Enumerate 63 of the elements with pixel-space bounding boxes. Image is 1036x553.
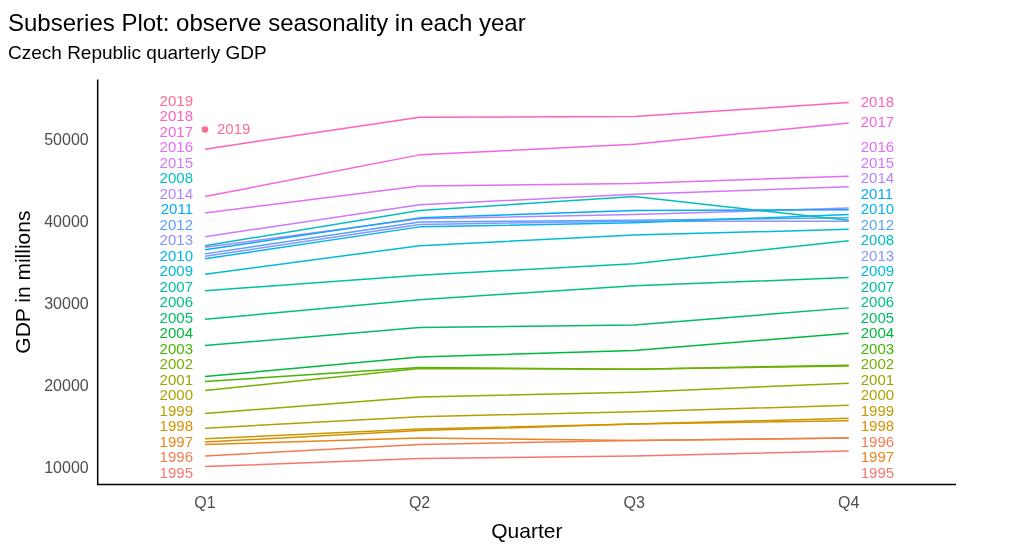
- series-label: 2004: [860, 324, 895, 342]
- series-label: 2011: [860, 184, 893, 202]
- text: 2019: [159, 91, 193, 109]
- text: 2008: [159, 169, 193, 187]
- text: 1998: [159, 417, 193, 435]
- series-label: 2017: [860, 113, 895, 131]
- text: 2017: [159, 122, 193, 140]
- text: 1995: [860, 463, 895, 481]
- text: 2014: [159, 184, 193, 202]
- x-tick-label: Q2: [408, 493, 431, 511]
- text: 2015: [159, 153, 193, 171]
- series-label: 2018: [860, 92, 895, 110]
- x-axis-title: Quarter: [491, 519, 563, 543]
- series-label: 2010: [860, 200, 895, 218]
- series-label: 2001: [860, 370, 895, 388]
- series-label: 2012: [860, 215, 895, 233]
- y-tick-label: 20000: [44, 376, 89, 394]
- series-label: 1995: [159, 463, 193, 481]
- series-label: 1996: [159, 448, 193, 466]
- text: 2001: [159, 370, 193, 388]
- text: 2007: [860, 277, 895, 295]
- series-label: 2007: [159, 277, 193, 295]
- chart-subtitle: Czech Republic quarterly GDP: [8, 42, 267, 64]
- text: 2002: [159, 355, 193, 373]
- x-tick-label: Q3: [623, 493, 645, 511]
- series-label: 2002: [860, 355, 895, 373]
- series-label: 1998: [860, 417, 895, 435]
- text: 2016: [159, 138, 193, 156]
- text: 2010: [159, 246, 193, 264]
- series-label: 2005: [860, 308, 895, 326]
- series-label: 1997: [159, 432, 193, 450]
- x-tick-label: Q4: [838, 493, 860, 511]
- text: 2006: [860, 293, 895, 311]
- text: 2013: [860, 246, 895, 264]
- series-label: 2013: [159, 231, 193, 249]
- text: 2004: [159, 324, 193, 342]
- series-label: 2015: [860, 153, 895, 171]
- text: 1996: [860, 432, 895, 450]
- x-tick-label: Q1: [194, 493, 216, 511]
- series-label: 2008: [860, 231, 895, 249]
- text: 2011: [160, 200, 193, 218]
- series-label: 2006: [159, 293, 193, 311]
- text: 2003: [159, 339, 193, 357]
- series-label: 2016: [860, 138, 895, 156]
- series-label: 2003: [860, 339, 895, 357]
- y-tick-label: 30000: [44, 295, 89, 313]
- series-label: 2009: [159, 262, 193, 280]
- y-axis-title: GDP in millions: [11, 210, 35, 354]
- text: 1997: [860, 448, 895, 466]
- text: 2005: [159, 308, 193, 326]
- text: 2018: [159, 107, 193, 125]
- y-tick-label: 10000: [44, 458, 89, 476]
- chart-title: Subseries Plot: observe seasonality in each year: [8, 9, 526, 37]
- series-label: 1999: [860, 401, 895, 419]
- text: 2012: [159, 215, 193, 233]
- text: 2019: [216, 119, 251, 137]
- text: 2009: [860, 262, 895, 280]
- text: 1999: [159, 401, 193, 419]
- series-label: 2014: [860, 169, 895, 187]
- y-tick-label: 50000: [44, 131, 89, 149]
- y-tick-label: 40000: [44, 213, 89, 231]
- series-label: 2000: [860, 386, 895, 404]
- text: 2000: [159, 386, 193, 404]
